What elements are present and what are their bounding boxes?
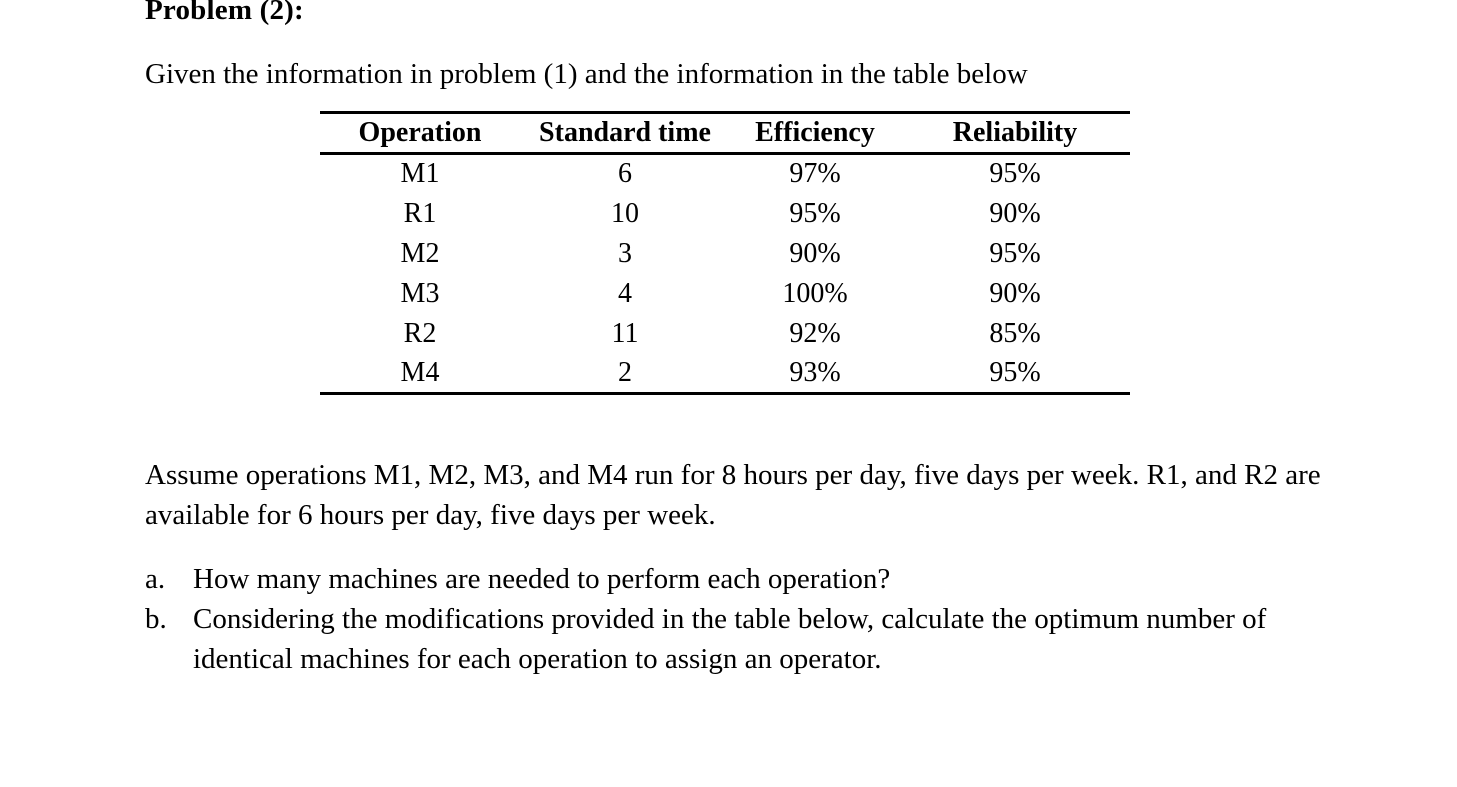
cell-operation: M4 <box>400 356 440 388</box>
cell-reliability: 95% <box>989 237 1041 269</box>
table-row: M1 6 97% 95% <box>320 154 1130 194</box>
table-row: R2 11 92% 85% <box>320 314 1130 354</box>
questions-list: a. How many machines are needed to perfo… <box>145 559 1360 679</box>
cell-standard-time: 4 <box>618 277 632 309</box>
operations-table-wrapper: Operation Standard time Efficiency Relia… <box>320 111 1130 395</box>
cell-standard-time: 11 <box>611 317 639 349</box>
cell-efficiency: 97% <box>789 158 841 190</box>
question-b-text: Considering the modifications provided i… <box>193 603 1267 675</box>
cell-standard-time: 6 <box>618 158 632 190</box>
cell-standard-time: 2 <box>618 356 632 388</box>
cell-operation: R1 <box>403 197 437 229</box>
cell-operation: M1 <box>400 158 440 190</box>
col-header-operation: Operation <box>320 112 520 155</box>
cell-reliability: 95% <box>989 158 1041 190</box>
col-header-efficiency: Efficiency <box>730 112 900 155</box>
table-row: M3 4 100% 90% <box>320 274 1130 314</box>
question-a: a. How many machines are needed to perfo… <box>145 559 1360 599</box>
problem-title: Problem (2): <box>145 0 304 26</box>
table-header-row: Operation Standard time Efficiency Relia… <box>320 112 1130 155</box>
assumption-paragraph: Assume operations M1, M2, M3, and M4 run… <box>145 459 1321 531</box>
cell-reliability: 95% <box>989 356 1041 388</box>
question-b: b. Considering the modifications provide… <box>145 599 1360 679</box>
cell-standard-time: 3 <box>618 237 632 269</box>
cell-operation: R2 <box>403 317 437 349</box>
table-row: R1 10 95% 90% <box>320 194 1130 234</box>
question-a-marker: a. <box>145 563 166 595</box>
col-header-standard-time: Standard time <box>520 112 730 155</box>
cell-operation: M2 <box>400 237 440 269</box>
cell-efficiency: 92% <box>789 317 841 349</box>
question-a-text: How many machines are needed to perform … <box>193 563 891 595</box>
cell-efficiency: 93% <box>789 356 841 388</box>
col-header-reliability: Reliability <box>900 112 1130 155</box>
cell-efficiency: 100% <box>782 277 848 309</box>
cell-standard-time: 10 <box>611 197 639 229</box>
cell-reliability: 85% <box>989 317 1041 349</box>
document-content: Problem (2): Given the information in pr… <box>145 0 1360 679</box>
cell-efficiency: 90% <box>789 237 841 269</box>
cell-reliability: 90% <box>989 197 1041 229</box>
cell-reliability: 90% <box>989 277 1041 309</box>
cell-efficiency: 95% <box>789 197 841 229</box>
question-b-marker: b. <box>145 603 167 635</box>
cell-operation: M3 <box>400 277 440 309</box>
table-row: M4 2 93% 95% <box>320 354 1130 394</box>
operations-table: Operation Standard time Efficiency Relia… <box>320 111 1130 395</box>
intro-text: Given the information in problem (1) and… <box>145 58 1028 90</box>
table-row: M2 3 90% 95% <box>320 234 1130 274</box>
